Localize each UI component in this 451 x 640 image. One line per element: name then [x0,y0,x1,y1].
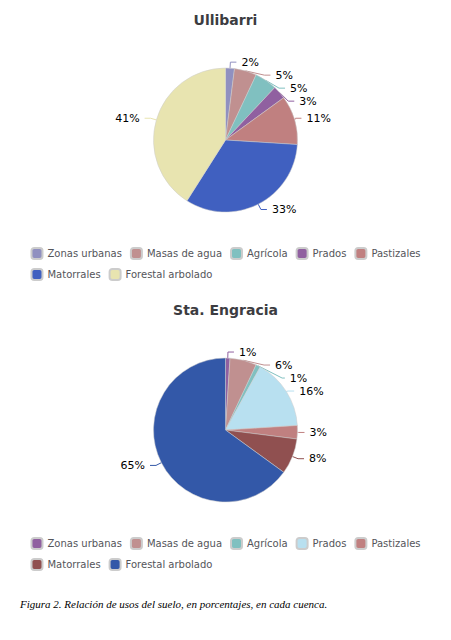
svg-text:Matorrales: Matorrales [47,559,100,570]
svg-text:Agrícola: Agrícola [247,248,288,259]
svg-text:11%: 11% [306,112,330,125]
svg-text:41%: 41% [115,112,139,125]
svg-text:1%: 1% [290,372,307,385]
svg-text:3%: 3% [299,95,316,108]
svg-text:2%: 2% [241,56,258,69]
svg-text:Zonas urbanas: Zonas urbanas [47,248,121,259]
svg-text:5%: 5% [275,69,292,82]
svg-text:16%: 16% [299,385,323,398]
svg-text:8%: 8% [309,452,326,465]
svg-text:Prados: Prados [313,538,347,549]
svg-text:6%: 6% [275,359,292,372]
svg-text:Agrícola: Agrícola [247,538,288,549]
svg-text:33%: 33% [272,203,296,216]
svg-text:Forestal arbolado: Forestal arbolado [126,559,213,570]
svg-text:1%: 1% [239,346,256,359]
svg-text:Ullibarri: Ullibarri [194,12,258,28]
svg-text:Figura 2. Relación de usos del: Figura 2. Relación de usos del suelo, en… [19,598,327,610]
svg-text:Sta. Engracia: Sta. Engracia [173,302,278,318]
svg-text:Pastizales: Pastizales [371,538,420,549]
svg-text:Zonas urbanas: Zonas urbanas [47,538,121,549]
svg-text:5%: 5% [290,82,307,95]
svg-text:3%: 3% [309,426,326,439]
svg-text:Masas de agua: Masas de agua [147,538,222,549]
svg-text:Prados: Prados [313,248,347,259]
svg-text:65%: 65% [121,459,145,472]
svg-text:Matorrales: Matorrales [47,269,100,280]
svg-text:Pastizales: Pastizales [371,248,420,259]
svg-text:Masas de agua: Masas de agua [147,248,222,259]
svg-text:Forestal arbolado: Forestal arbolado [126,269,213,280]
